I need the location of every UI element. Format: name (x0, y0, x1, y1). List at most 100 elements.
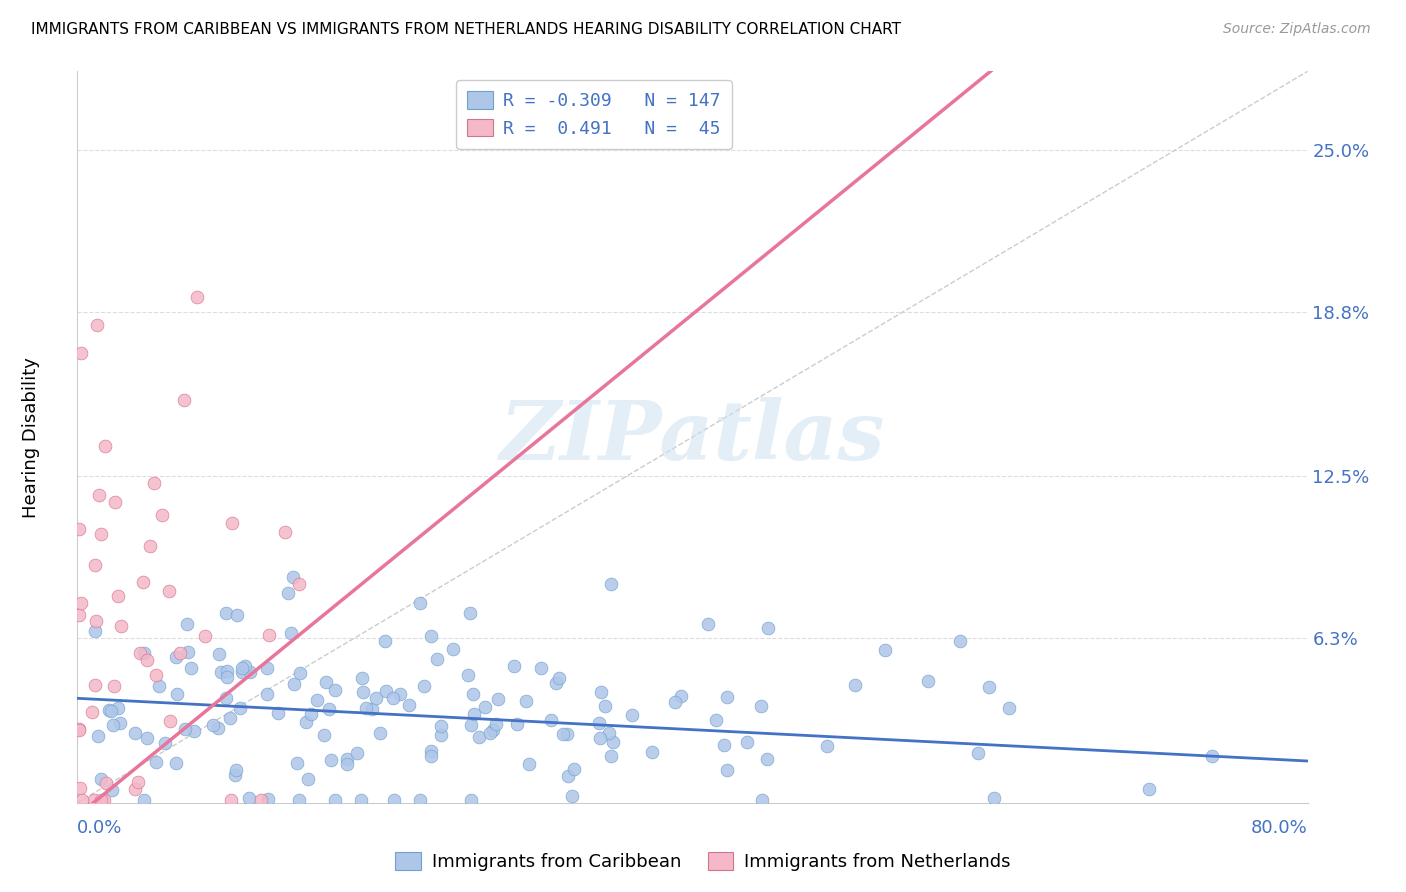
Point (166, 687, 188, 701)
Point (70, 596, 93, 610)
Point (280, 626, 302, 640)
Point (177, 645, 200, 659)
Point (430, 728, 453, 742)
Point (186, 290, 208, 304)
Point (267, 706, 290, 720)
Point (239, 665, 262, 679)
Point (139, 539, 162, 553)
Point (382, 793, 405, 807)
Point (419, 629, 441, 643)
Point (274, 525, 297, 540)
Point (215, 691, 238, 706)
Point (104, 495, 127, 509)
Point (150, 508, 173, 523)
Point (69, 781, 91, 796)
Point (917, 674, 939, 689)
Point (132, 646, 155, 660)
Point (966, 746, 988, 760)
Point (815, 739, 838, 753)
Point (716, 764, 738, 778)
Point (486, 692, 509, 706)
Point (67, 608, 90, 623)
Point (457, 668, 479, 682)
Point (374, 633, 396, 648)
Point (283, 570, 305, 584)
Point (460, 718, 482, 732)
Point (67, 723, 90, 737)
Point (194, 629, 217, 643)
Point (101, 718, 124, 732)
Point (86, 318, 108, 332)
Point (145, 756, 167, 770)
Text: ZIPatlas: ZIPatlas (499, 397, 886, 477)
Point (83, 678, 105, 692)
Text: Source: ZipAtlas.com: Source: ZipAtlas.com (1223, 22, 1371, 37)
Point (485, 717, 508, 731)
Point (555, 727, 578, 741)
Point (602, 734, 624, 748)
Point (318, 702, 340, 716)
Point (231, 665, 253, 679)
Point (100, 704, 122, 718)
Point (89, 488, 111, 502)
Point (756, 751, 779, 765)
Point (136, 652, 159, 666)
Point (356, 701, 378, 715)
Point (70, 346, 93, 360)
Point (287, 577, 309, 591)
Point (295, 714, 318, 729)
Point (129, 646, 152, 660)
Point (389, 687, 412, 701)
Point (94, 776, 117, 790)
Point (283, 676, 305, 690)
Point (506, 716, 529, 731)
Point (751, 793, 773, 807)
Point (217, 670, 239, 684)
Point (233, 659, 256, 673)
Point (107, 700, 129, 714)
Point (557, 769, 579, 783)
Point (83, 624, 105, 639)
Point (201, 718, 224, 732)
Point (132, 574, 155, 589)
Point (124, 781, 146, 796)
Point (209, 665, 232, 679)
Point (460, 793, 482, 807)
Point (157, 584, 180, 599)
Point (319, 753, 342, 767)
Point (430, 718, 453, 732)
Point (468, 730, 491, 744)
Point (142, 475, 165, 490)
Point (591, 684, 613, 698)
Point (165, 756, 187, 770)
Point (517, 757, 540, 772)
Point (413, 679, 436, 693)
Point (107, 589, 129, 603)
Point (463, 687, 485, 701)
Point (174, 722, 197, 736)
Point (375, 683, 398, 698)
Point (463, 707, 485, 722)
Point (159, 714, 181, 728)
Point (600, 576, 623, 591)
Point (83, 558, 105, 572)
Point (169, 646, 191, 660)
Point (224, 767, 246, 781)
Point (315, 674, 337, 689)
Point (1201, 749, 1223, 764)
Point (103, 679, 125, 693)
Point (288, 793, 311, 807)
Point (176, 616, 198, 631)
Point (249, 793, 271, 807)
Point (127, 775, 149, 789)
Point (183, 724, 205, 739)
Point (148, 679, 170, 693)
Point (297, 772, 319, 786)
Point (305, 692, 328, 706)
Point (366, 690, 388, 705)
Point (409, 596, 432, 610)
Point (735, 734, 758, 748)
Legend: R = -0.309   N = 147, R =  0.491   N =  45: R = -0.309 N = 147, R = 0.491 N = 45 (457, 80, 731, 149)
Point (93, 439, 115, 453)
Point (132, 793, 155, 807)
